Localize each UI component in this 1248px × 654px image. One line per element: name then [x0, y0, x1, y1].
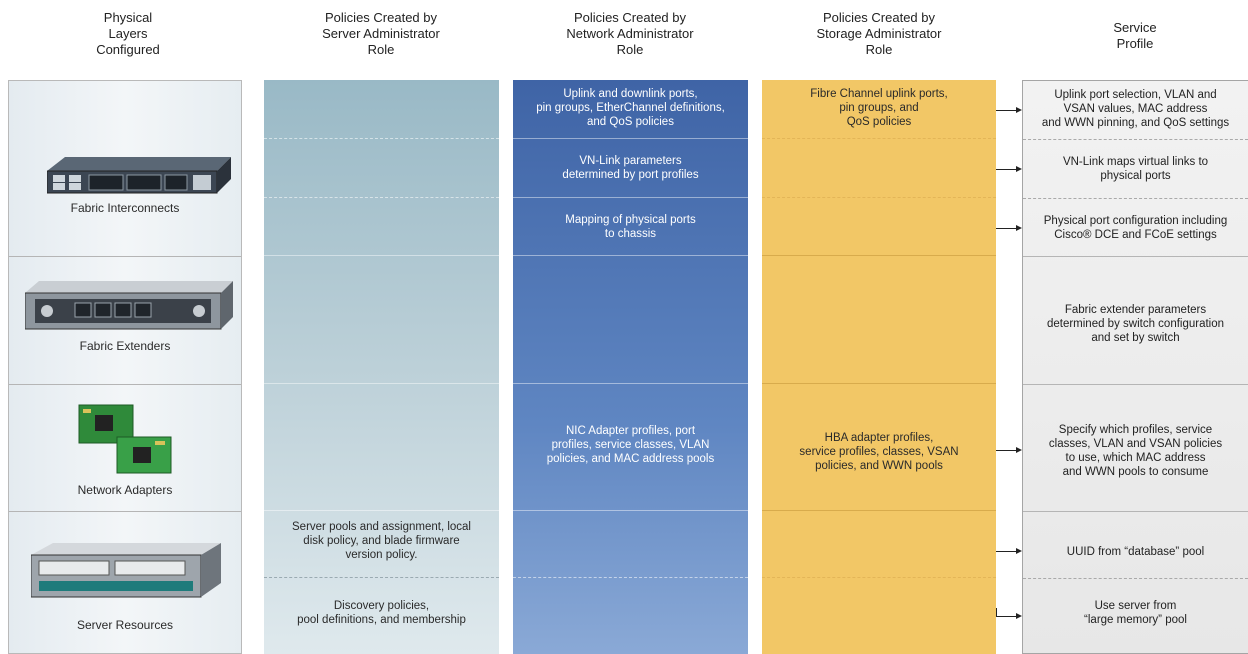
blade-server-icon	[31, 543, 221, 598]
layer-label-server-resources: Server Resources	[76, 618, 174, 632]
row-divider	[9, 256, 241, 257]
layer-label-network-adapters: Network Adapters	[77, 483, 173, 497]
fabric-extender-icon	[25, 281, 233, 330]
arrow-nic-hba	[996, 447, 1022, 453]
profile-vnlink-maps: VN-Link maps virtual links to physical p…	[1062, 156, 1209, 182]
header-storage-admin: Policies Created by Storage Administrato…	[816, 10, 942, 57]
profile-uuid-pool: UUID from “database” pool	[1066, 546, 1205, 558]
profile-physical-port-config: Physical port configuration including Ci…	[1043, 215, 1228, 241]
server-policy-discovery: Discovery policies, pool definitions, an…	[297, 600, 466, 626]
profile-fabric-extender-params: Fabric extender parameters determined by…	[1046, 304, 1225, 344]
arrow-uplink	[996, 107, 1022, 113]
arrow-vnlink	[996, 166, 1022, 172]
layer-label-fabric-extenders: Fabric Extenders	[79, 339, 171, 353]
server-policy-pools: Server pools and assignment, local disk …	[292, 521, 471, 561]
layer-label-fabric-interconnects: Fabric Interconnects	[70, 201, 180, 215]
arrow-server	[996, 613, 1022, 619]
network-policy-nic-adapter: NIC Adapter profiles, port profiles, ser…	[546, 425, 715, 465]
profile-uplink-selection: Uplink port selection, VLAN and VSAN val…	[1041, 89, 1230, 129]
network-adapter-icon	[78, 404, 172, 474]
server-admin-column: Server pools and assignment, local disk …	[264, 80, 499, 654]
network-policy-mapping: Mapping of physical ports to chassis	[565, 214, 696, 240]
header-service-profile: Service Profile	[1113, 20, 1157, 51]
storage-policy-hba-adapter: HBA adapter profiles, service profiles, …	[799, 432, 959, 472]
profile-specify-profiles: Specify which profiles, service classes,…	[1048, 424, 1223, 478]
row-divider	[9, 384, 241, 385]
header-network-admin: Policies Created by Network Administrato…	[566, 10, 694, 57]
service-profile-column: Uplink port selection, VLAN and VSAN val…	[1022, 80, 1248, 654]
network-policy-vnlink: VN-Link parameters determined by port pr…	[562, 155, 699, 181]
storage-policy-fibre-channel: Fibre Channel uplink ports, pin groups, …	[810, 88, 948, 128]
storage-admin-column: Fibre Channel uplink ports, pin groups, …	[762, 80, 996, 654]
arrow-stem	[996, 608, 997, 616]
row-divider	[9, 511, 241, 512]
header-server-admin: Policies Created by Server Administrator…	[322, 10, 440, 57]
fabric-interconnect-icon	[47, 157, 231, 194]
arrow-physical-port	[996, 225, 1022, 231]
arrow-uuid	[996, 548, 1022, 554]
header-physical-layers: Physical Layers Configured	[96, 10, 160, 57]
network-policy-uplink: Uplink and downlink ports, pin groups, E…	[536, 88, 725, 128]
profile-large-memory-pool: Use server from “large memory” pool	[1084, 600, 1187, 626]
physical-layers-column: Fabric Interconnects Fabric Extenders Ne…	[8, 80, 242, 654]
network-admin-column: Uplink and downlink ports, pin groups, E…	[513, 80, 748, 654]
